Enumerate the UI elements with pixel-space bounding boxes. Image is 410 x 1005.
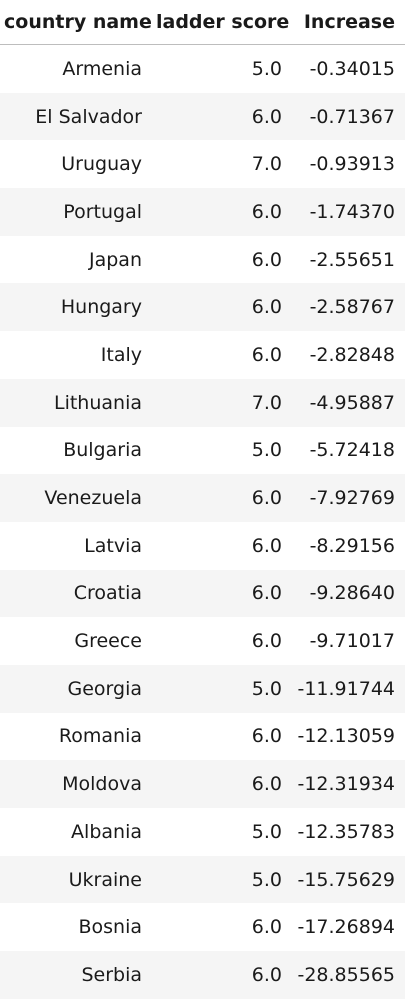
country-name-cell: Uruguay <box>61 153 142 176</box>
increase-cell: -7.92769 <box>292 474 405 522</box>
table-row: Italy 6.0 -2.82848 <box>0 331 405 379</box>
table-row: Japan 6.0 -2.55651 <box>0 236 405 284</box>
increase-cell: -11.91744 <box>292 664 405 713</box>
increase-cell: -17.26894 <box>297 916 395 939</box>
increase-cell: -9.71017 <box>309 630 395 653</box>
increase-cell: -2.58767 <box>292 283 405 332</box>
country-name-cell: Moldova <box>0 760 152 808</box>
country-name-cell: Serbia <box>0 951 152 999</box>
ladder-score-cell: 5.0 <box>251 820 282 843</box>
country-name-cell: Latvia <box>84 534 142 557</box>
increase-cell: -12.31934 <box>292 760 405 808</box>
table-row: Romania 6.0 -12.13059 <box>0 713 405 761</box>
table-row: Greece 6.0 -9.71017 <box>0 617 405 665</box>
increase-cell: -5.72418 <box>309 439 395 462</box>
increase-cell: -12.13059 <box>297 725 395 748</box>
country-name-cell: Lithuania <box>0 378 152 427</box>
ladder-score-cell: 5.0 <box>152 664 292 713</box>
table-row: Lithuania 7.0 -4.95887 <box>0 378 405 427</box>
table-row: Ukraine 5.0 -15.75629 <box>0 855 405 904</box>
ladder-score-cell: 6.0 <box>152 283 292 332</box>
ladder-score-cell: 6.0 <box>152 760 292 808</box>
increase-cell: -28.85565 <box>292 951 405 999</box>
table-row: Croatia 6.0 -9.28640 <box>0 569 405 618</box>
ladder-score-cell: 6.0 <box>152 92 292 141</box>
increase-cell: -2.55651 <box>309 248 395 271</box>
country-name-cell: Albania <box>71 820 142 843</box>
ladder-score-cell: 6.0 <box>152 569 292 618</box>
country-name-cell: Bulgaria <box>63 439 142 462</box>
increase-cell: -0.93913 <box>309 153 395 176</box>
ladder-score-cell: 6.0 <box>152 474 292 522</box>
table-row: Moldova 6.0 -12.31934 <box>0 760 405 808</box>
country-name-cell: Portugal <box>0 188 152 236</box>
ladder-score-cell: 7.0 <box>152 378 292 427</box>
table-row: Georgia 5.0 -11.91744 <box>0 664 405 713</box>
increase-cell: -0.71367 <box>292 92 405 141</box>
country-name-cell: Japan <box>89 248 142 271</box>
increase-cell: -1.74370 <box>292 188 405 236</box>
country-name-cell: Venezuela <box>0 474 152 522</box>
country-name-cell: Italy <box>100 343 142 366</box>
column-header-country-name: country name <box>0 0 152 45</box>
column-header-ladder-score: ladder score <box>152 0 292 45</box>
increase-cell: -2.82848 <box>309 343 395 366</box>
increase-cell: -9.28640 <box>292 569 405 618</box>
table-row: Bulgaria 5.0 -5.72418 <box>0 427 405 475</box>
ladder-score-cell: 6.0 <box>251 630 282 653</box>
country-name-cell: Armenia <box>62 57 142 80</box>
increase-cell: -12.35783 <box>297 820 395 843</box>
table-row: Latvia 6.0 -8.29156 <box>0 522 405 570</box>
increase-cell: -4.95887 <box>292 378 405 427</box>
table-row: Albania 5.0 -12.35783 <box>0 808 405 856</box>
increase-cell: -8.29156 <box>309 534 395 557</box>
country-name-cell: Romania <box>58 725 142 748</box>
table-row: Serbia 6.0 -28.85565 <box>0 951 405 999</box>
ladder-score-cell: 6.0 <box>251 916 282 939</box>
table-row: Venezuela 6.0 -7.92769 <box>0 474 405 522</box>
table-row: Uruguay 7.0 -0.93913 <box>0 140 405 188</box>
increase-cell: -0.34015 <box>309 57 395 80</box>
table-row: Portugal 6.0 -1.74370 <box>0 188 405 236</box>
ladder-score-cell: 5.0 <box>251 439 282 462</box>
ladder-score-cell: 5.0 <box>251 57 282 80</box>
ladder-score-cell: 6.0 <box>251 725 282 748</box>
country-name-cell: Greece <box>74 630 142 653</box>
table-row: Armenia 5.0 -0.34015 <box>0 45 405 93</box>
ladder-score-cell: 6.0 <box>152 951 292 999</box>
ladder-score-cell: 7.0 <box>251 153 282 176</box>
increase-cell: -15.75629 <box>292 855 405 904</box>
ladder-score-cell: 6.0 <box>251 248 282 271</box>
table-header: country name ladder score Increase <box>0 0 405 45</box>
ladder-score-cell: 6.0 <box>251 534 282 557</box>
country-name-cell: Bosnia <box>78 916 142 939</box>
ladder-score-cell: 5.0 <box>152 855 292 904</box>
country-name-cell: Ukraine <box>0 855 152 904</box>
country-name-cell: El Salvador <box>0 92 152 141</box>
table-row: El Salvador 6.0 -0.71367 <box>0 92 405 141</box>
country-name-cell: Croatia <box>0 569 152 618</box>
table-row: Bosnia 6.0 -17.26894 <box>0 903 405 951</box>
header-row: country name ladder score Increase <box>0 0 405 45</box>
ladder-score-cell: 6.0 <box>152 188 292 236</box>
ladder-score-cell: 6.0 <box>251 343 282 366</box>
country-name-cell: Georgia <box>0 664 152 713</box>
table-body: Armenia 5.0 -0.34015 El Salvador 6.0 -0.71367… <box>0 45 405 999</box>
country-name-cell: Hungary <box>0 283 152 332</box>
table-row: Hungary 6.0 -2.58767 <box>0 283 405 332</box>
column-header-increase: Increase <box>292 0 405 45</box>
